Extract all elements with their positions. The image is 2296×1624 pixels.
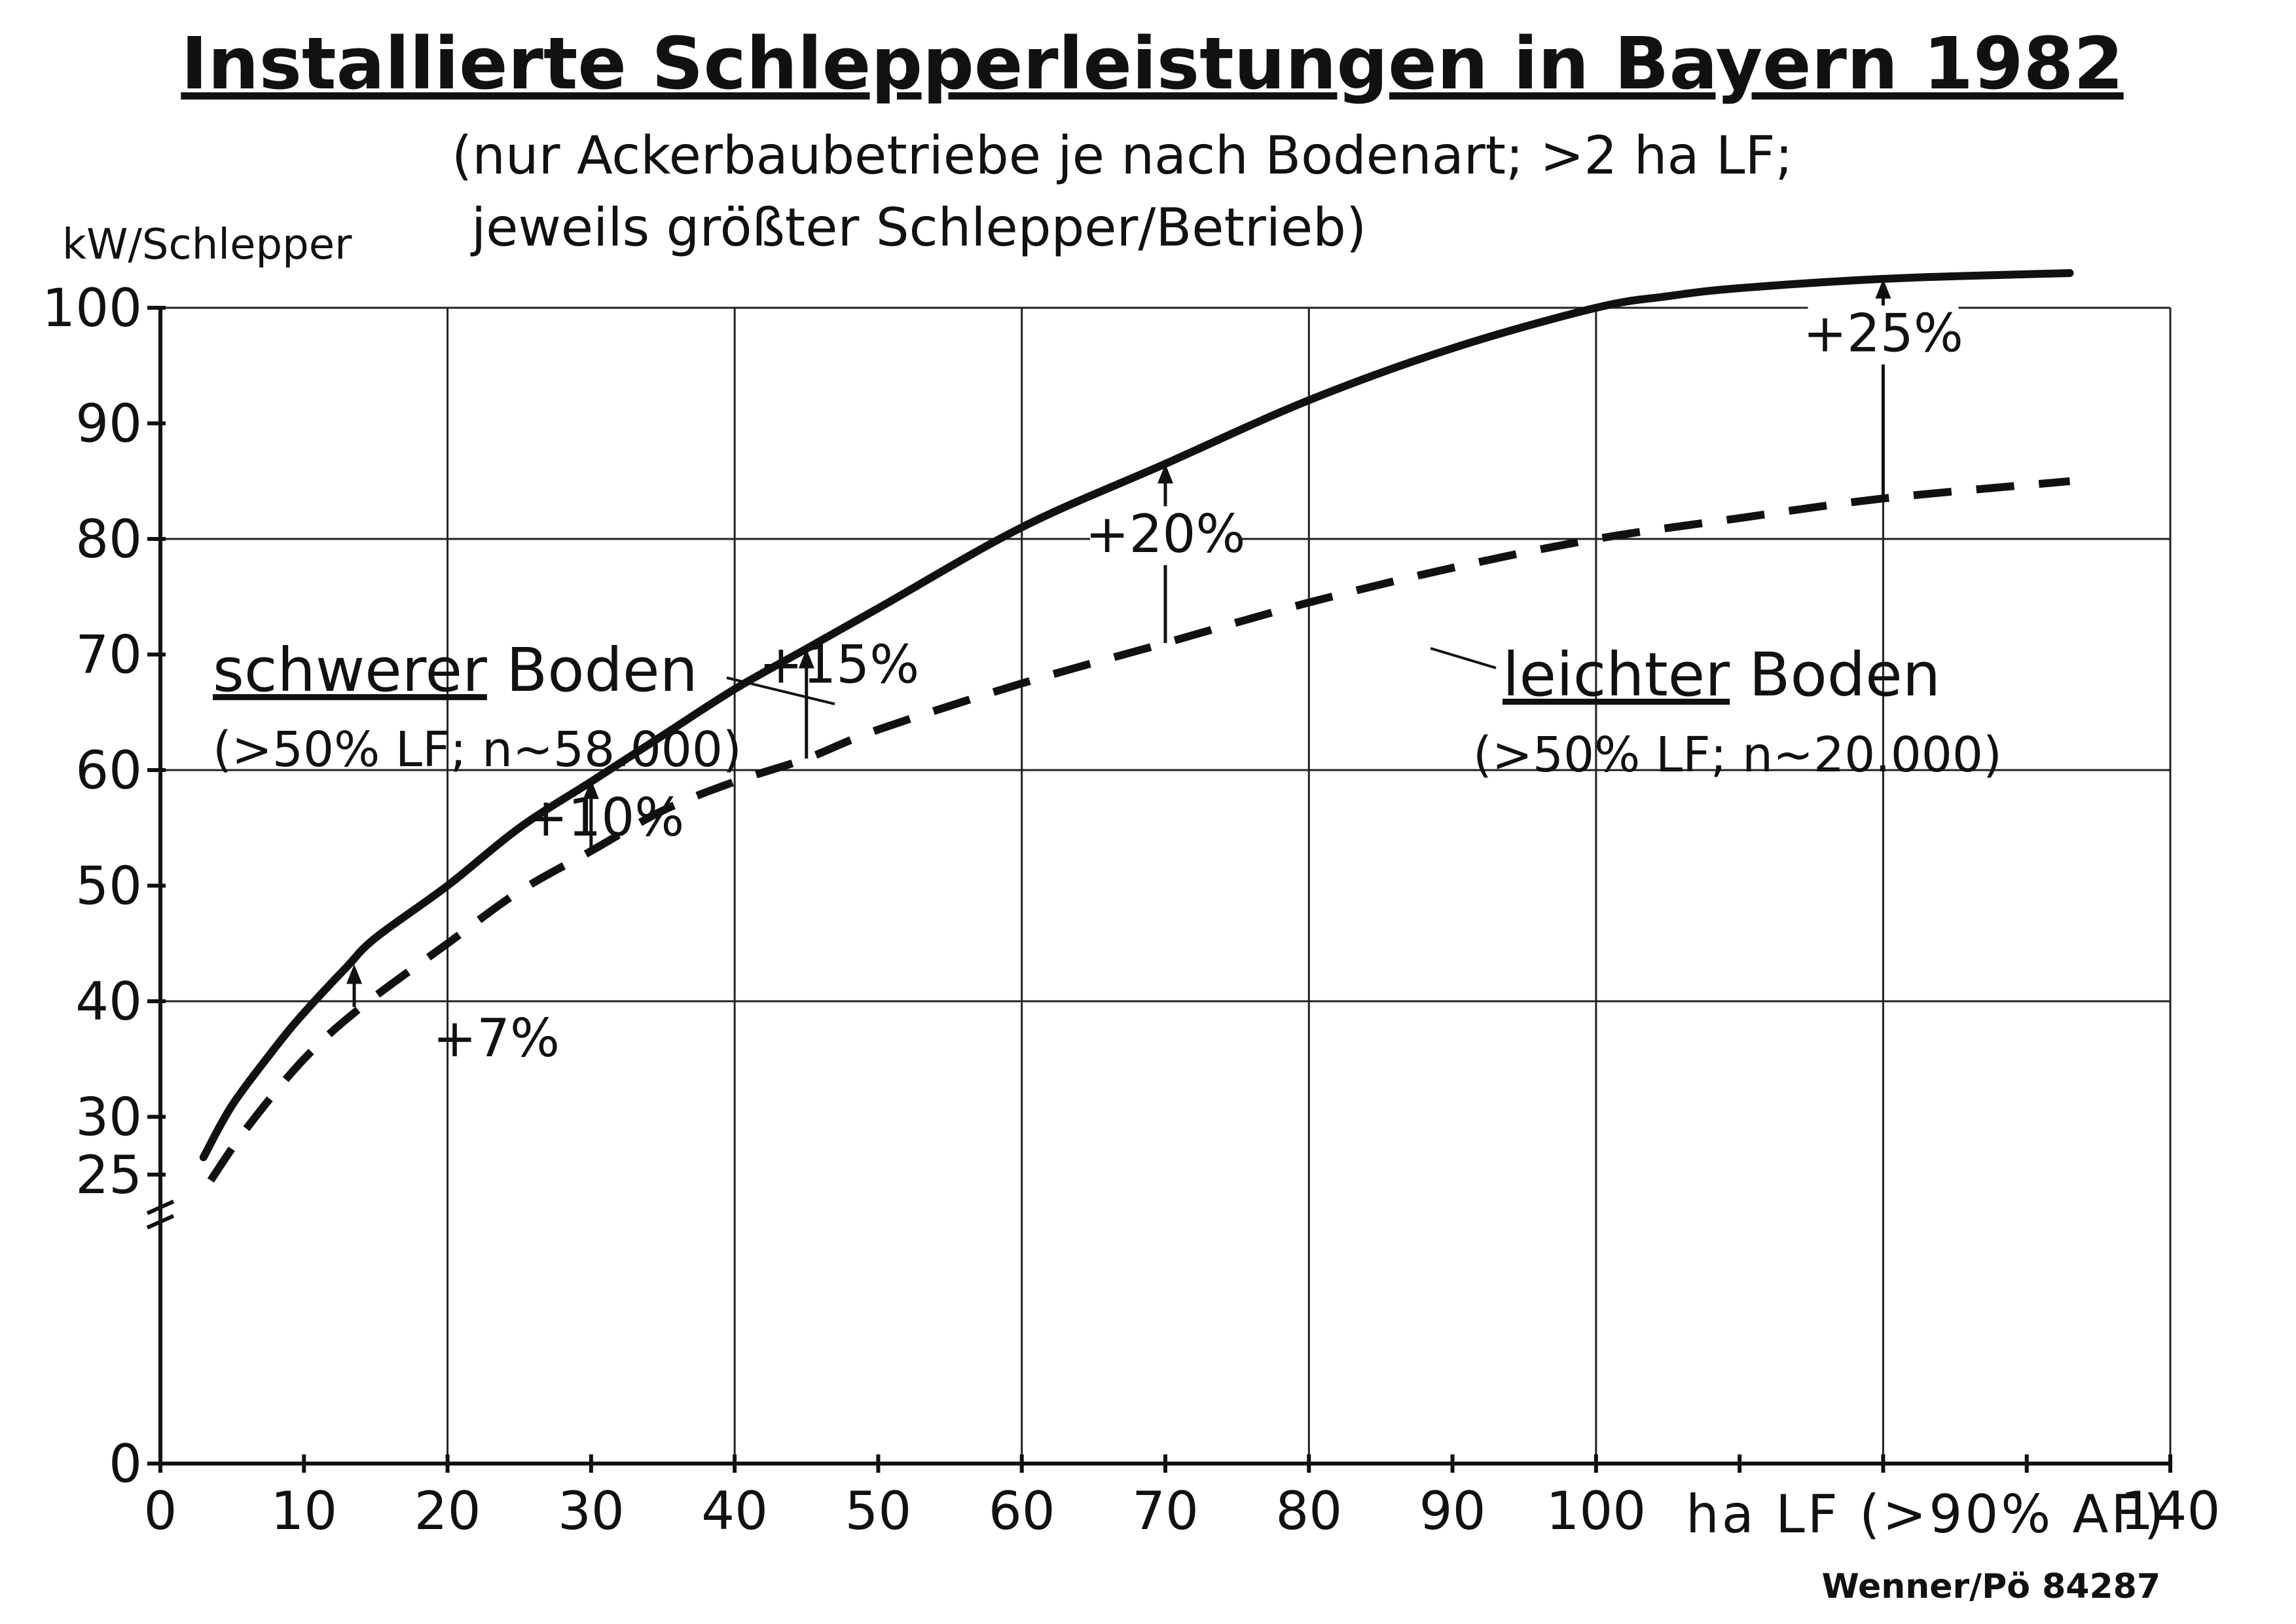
series-leader-line-leichter xyxy=(1430,647,1497,669)
annotation-label: +15% xyxy=(759,635,919,695)
x-tick-label: 140 xyxy=(2121,1481,2221,1541)
series-label-schwerer-boden: schwerer Boden xyxy=(213,635,698,705)
y-tick-label: 60 xyxy=(75,740,142,801)
annotation-arrow: +7% xyxy=(346,964,560,1069)
series-note-schwerer-boden: (>50% LF; n~58.000) xyxy=(213,722,742,778)
x-tick-label: 20 xyxy=(414,1481,481,1541)
x-axis-label: ha LF (>90% AF) xyxy=(1686,1484,2167,1545)
y-tick-label: 80 xyxy=(75,509,142,570)
series-line-leichter-boden xyxy=(207,477,2071,1183)
annotation-arrow: +10% xyxy=(524,779,684,849)
series-label-boden-2: Boden xyxy=(1730,640,1941,710)
series-line-schwerer-boden xyxy=(199,269,2074,1162)
axis-break-mark xyxy=(146,1200,175,1215)
y-tick-label: 50 xyxy=(75,856,142,917)
x-tick-label: 60 xyxy=(989,1481,1055,1541)
x-tick-label: 100 xyxy=(1546,1481,1647,1541)
x-tick-label: 0 xyxy=(144,1481,177,1541)
annotation-label: +10% xyxy=(524,787,684,848)
annotation-arrow: +20% xyxy=(1085,464,1246,643)
series-leader-line-schwerer xyxy=(726,676,835,705)
credit-text: Wenner/Pö 84287 xyxy=(1821,1567,2160,1606)
annotation-arrow-head xyxy=(583,779,599,800)
y-tick-label: 25 xyxy=(75,1145,142,1206)
annotation-arrow-head xyxy=(1875,278,1891,299)
axis-break-mark xyxy=(146,1214,175,1230)
y-tick-label: 30 xyxy=(75,1087,142,1148)
x-tick-label: 10 xyxy=(270,1481,337,1541)
x-tick-label: 40 xyxy=(701,1481,768,1541)
percent-annotations: +7% +10% +15% +20% +25% xyxy=(346,278,1963,1069)
x-tick-label: 90 xyxy=(1419,1481,1486,1541)
axes xyxy=(146,306,2172,1473)
x-tick-label: 30 xyxy=(558,1481,625,1541)
x-tick-label: 70 xyxy=(1132,1481,1199,1541)
series-label-leichter: leichter xyxy=(1503,640,1730,710)
x-tick-label: 80 xyxy=(1275,1481,1342,1541)
series-label-schwerer: schwerer xyxy=(213,635,487,705)
y-tick-label: 70 xyxy=(75,625,142,686)
annotation-label-background xyxy=(1090,506,1241,566)
annotation-arrow-head xyxy=(1157,464,1173,484)
y-tick-label: 40 xyxy=(75,971,142,1032)
x-tick-label: 50 xyxy=(845,1481,912,1541)
y-tick-label: 100 xyxy=(42,278,142,339)
grid xyxy=(160,306,2172,1464)
annotation-arrow: +25% xyxy=(1803,278,1963,499)
annotation-arrow: +15% xyxy=(759,635,919,759)
chart-subtitle-line1: (nur Ackerbaubetriebe je nach Bodenart; … xyxy=(452,125,1793,186)
annotation-arrow-head xyxy=(798,648,814,669)
annotation-arrow-head xyxy=(346,964,363,984)
series-label-boden-1: Boden xyxy=(487,635,698,705)
y-tick-label: 0 xyxy=(109,1433,142,1494)
annotation-label-background xyxy=(1808,305,1959,365)
series-label-leichter-boden: leichter Boden xyxy=(1503,640,1941,710)
x-tick-labels: 0 10 20 30 40 50 60 70 80 90 100 140 xyxy=(144,1481,2221,1541)
chart-subtitle-line2: jeweils größter Schlepper/Betrieb) xyxy=(470,197,1366,258)
chart-title: Installierte Schlepperleistungen in Baye… xyxy=(181,22,2123,105)
annotation-label: +25% xyxy=(1803,303,1963,364)
y-axis-label: kW/Schlepper xyxy=(62,221,352,269)
y-tick-label: 90 xyxy=(75,394,142,454)
annotation-label: +7% xyxy=(433,1008,560,1069)
annotation-label: +20% xyxy=(1085,504,1246,564)
series-note-leichter-boden: (>50% LF; n~20.000) xyxy=(1473,727,2002,783)
